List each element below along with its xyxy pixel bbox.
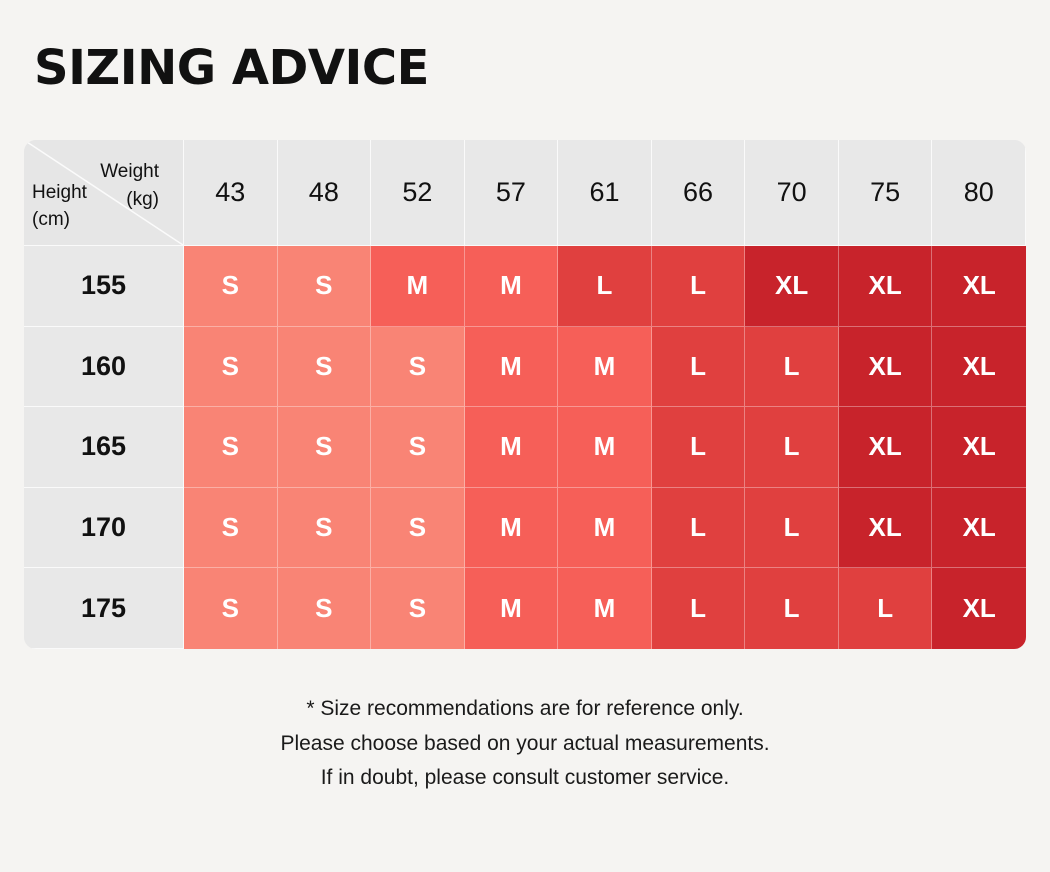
size-cell: XL — [838, 407, 933, 488]
weight-column-header: 61 — [558, 140, 652, 246]
size-cell: XL — [745, 246, 839, 327]
size-cell: L — [651, 568, 746, 649]
size-cell: XL — [932, 246, 1026, 327]
size-cell: S — [371, 568, 465, 649]
size-cell: M — [464, 487, 559, 569]
size-cell: S — [184, 568, 278, 649]
size-cell: L — [745, 326, 839, 408]
height-unit: (cm) — [32, 209, 70, 230]
size-cell: M — [464, 326, 559, 408]
size-cell: M — [371, 246, 465, 327]
size-cell: S — [184, 487, 278, 569]
height-row-header: 165 — [24, 407, 184, 488]
size-cell: XL — [838, 326, 933, 408]
height-label: Height — [32, 182, 87, 203]
weight-column-header: 80 — [932, 140, 1026, 246]
size-cell: L — [651, 407, 746, 488]
size-cell: S — [184, 246, 278, 327]
height-row-header: 170 — [24, 487, 184, 569]
size-cell: S — [277, 568, 372, 649]
weight-column-header: 66 — [651, 140, 746, 246]
size-cell: XL — [838, 246, 933, 327]
size-cell: L — [745, 568, 839, 649]
size-cell: L — [558, 246, 652, 327]
weight-column-header: 75 — [838, 140, 933, 246]
size-cell: S — [277, 246, 372, 327]
size-cell: L — [745, 487, 839, 569]
size-cell: M — [464, 407, 559, 488]
size-cell: XL — [932, 568, 1026, 649]
size-cell: M — [558, 407, 652, 488]
size-cell: S — [277, 407, 372, 488]
weight-unit: (kg) — [126, 189, 159, 210]
diagonal-divider — [24, 140, 183, 245]
weight-axis-label: Weight (kg) — [100, 158, 159, 214]
size-cell: S — [277, 487, 372, 569]
size-cell: S — [184, 326, 278, 408]
weight-column-header: 48 — [277, 140, 372, 246]
footnote-line: Please choose based on your actual measu… — [280, 731, 770, 755]
size-cell: L — [651, 487, 746, 569]
weight-column-header: 57 — [464, 140, 559, 246]
size-cell: M — [464, 246, 559, 327]
size-cell: L — [745, 407, 839, 488]
size-cell: S — [371, 326, 465, 408]
weight-column-header: 70 — [745, 140, 839, 246]
size-cell: XL — [932, 407, 1026, 488]
size-cell: L — [838, 568, 933, 649]
size-cell: XL — [838, 487, 933, 569]
footnote-line: If in doubt, please consult customer ser… — [320, 766, 730, 789]
height-row-header: 155 — [24, 246, 184, 327]
size-cell: S — [371, 407, 465, 488]
size-cell: S — [277, 326, 372, 408]
weight-label: Weight — [100, 161, 159, 182]
height-axis-label: Height (cm) — [32, 179, 87, 233]
size-cell: L — [651, 326, 746, 408]
size-cell: XL — [932, 487, 1026, 569]
page-title: SIZING ADVICE — [34, 40, 429, 96]
size-cell: M — [558, 568, 652, 649]
size-cell: S — [371, 487, 465, 569]
size-cell: M — [558, 487, 652, 569]
size-cell: S — [184, 407, 278, 488]
size-cell: M — [464, 568, 559, 649]
size-chart-table: Weight (kg) Height (cm) 43 48 52 57 61 66 70 75… — [24, 140, 1026, 649]
size-cell: M — [558, 326, 652, 408]
weight-column-header: 52 — [371, 140, 465, 246]
table-corner-header: Weight (kg) Height (cm) — [24, 140, 184, 246]
height-row-header: 175 — [24, 568, 184, 649]
height-row-header: 160 — [24, 326, 184, 408]
size-cell: XL — [932, 326, 1026, 408]
weight-column-header: 43 — [184, 140, 278, 246]
footnote-line: * Size recommendations are for reference… — [306, 697, 744, 720]
size-cell: L — [651, 246, 746, 327]
footnotes: * Size recommendations are for reference… — [0, 692, 1050, 796]
